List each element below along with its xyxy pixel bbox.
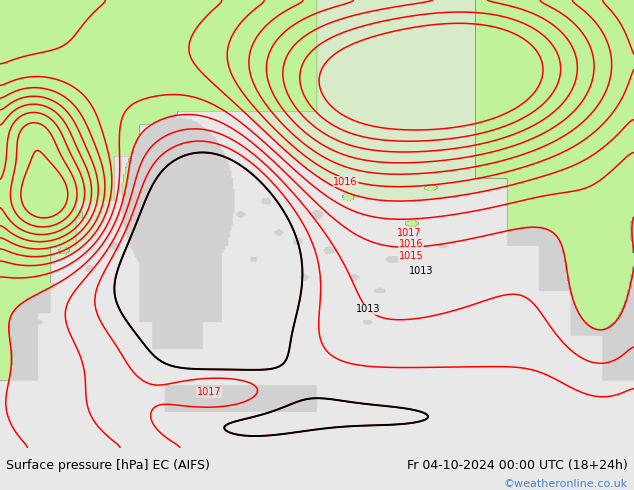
Text: Fr 04-10-2024 00:00 UTC (18+24h): Fr 04-10-2024 00:00 UTC (18+24h)	[407, 459, 628, 471]
Text: 1013: 1013	[356, 304, 380, 315]
Text: 1017: 1017	[397, 228, 421, 238]
Text: Surface pressure [hPa] EC (AIFS): Surface pressure [hPa] EC (AIFS)	[6, 459, 210, 471]
Text: 1016: 1016	[333, 176, 358, 187]
Text: 1015: 1015	[399, 250, 423, 261]
Text: 1013: 1013	[410, 266, 434, 276]
Text: 1017: 1017	[197, 387, 221, 397]
Text: ©weatheronline.co.uk: ©weatheronline.co.uk	[503, 479, 628, 489]
Text: 1016: 1016	[399, 239, 423, 249]
